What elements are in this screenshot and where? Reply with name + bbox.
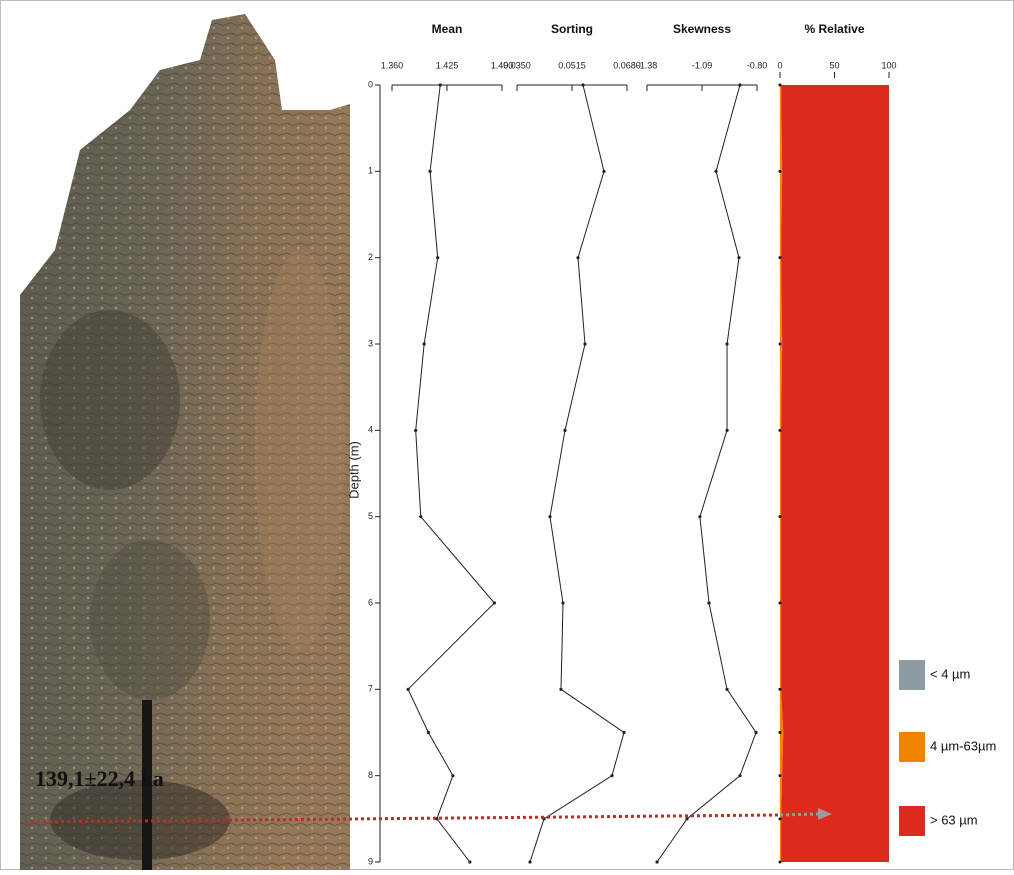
profile-line — [407, 84, 496, 863]
profile-point — [548, 515, 552, 519]
stacked-area — [780, 85, 784, 862]
x-tick-label: -0.80 — [747, 60, 768, 70]
profile-point — [492, 601, 496, 605]
profile-point — [655, 860, 659, 864]
x-tick-label: 50 — [829, 60, 839, 70]
x-tick-label: 0 — [777, 60, 782, 70]
x-tick-label: 100 — [881, 60, 896, 70]
profile-point — [451, 774, 455, 778]
y-tick-label: 9 — [368, 856, 373, 866]
plots: Mean 1.360 1.425 1.490 0 1 2 3 4 5 6 7 8 9 Depth (m) So… — [346, 22, 996, 866]
panel-title: Sorting — [551, 22, 593, 36]
x-tick-label: 0.0515 — [558, 60, 586, 70]
depth-marker — [778, 817, 782, 821]
y-tick-label: 6 — [368, 597, 373, 607]
profile-point — [581, 83, 585, 87]
depth-marker — [778, 774, 782, 778]
depth-marker — [778, 169, 782, 173]
panel-title: % Relative — [804, 22, 864, 36]
x-tick-label: 1.490 — [491, 60, 514, 70]
y-tick-label: 0 — [368, 79, 373, 89]
y-tick-label: 7 — [368, 684, 373, 694]
depth-marker — [778, 83, 782, 87]
profile-point — [754, 730, 758, 735]
panel-title: Skewness — [673, 22, 731, 36]
x-tick-label: 1.425 — [436, 60, 459, 70]
profile-point — [419, 515, 423, 519]
photo-annotation: 139,1±22,4 ka — [35, 766, 164, 791]
depth-marker — [778, 428, 782, 432]
profile-point — [737, 256, 741, 260]
depth-marker — [778, 515, 782, 519]
y-tick-label: 2 — [368, 252, 373, 262]
panel-title: Mean — [432, 22, 463, 36]
depth-marker — [778, 860, 782, 864]
legend-swatch — [899, 732, 925, 762]
profile-point — [422, 342, 426, 346]
legend-label: 4 µm-63µm — [930, 738, 996, 753]
y-axis-label: Depth (m) — [346, 441, 361, 499]
outcrop-photo — [20, 14, 350, 870]
profile-line — [656, 84, 757, 863]
profile-line — [529, 84, 625, 863]
profile-point — [725, 687, 729, 691]
profile-point — [468, 860, 472, 864]
x-tick-label: 1.360 — [381, 60, 404, 70]
depth-marker — [778, 687, 782, 691]
profile-point — [725, 342, 729, 346]
profile-point — [435, 817, 439, 821]
profile-point — [414, 428, 418, 432]
legend-label: > 63 µm — [930, 812, 978, 827]
depth-marker — [778, 256, 782, 260]
x-tick-label: -1.38 — [637, 60, 658, 70]
profile-point — [725, 428, 729, 432]
profile-point — [436, 256, 440, 260]
profile-point — [707, 601, 711, 605]
dated-level-arrow — [24, 808, 832, 824]
profile-point — [738, 83, 742, 87]
profile-point — [563, 428, 567, 432]
profile-point — [426, 730, 430, 735]
x-tick-label: 0.0350 — [503, 60, 531, 70]
depth-marker — [778, 342, 782, 346]
profile-point — [698, 515, 702, 519]
profile-point — [685, 817, 689, 821]
profile-point — [738, 774, 742, 778]
profile-point — [406, 687, 410, 691]
profile-point — [438, 83, 442, 87]
profile-point — [622, 730, 626, 735]
y-tick-label: 1 — [368, 166, 373, 176]
profile-point — [610, 774, 614, 778]
profile-point — [583, 342, 587, 346]
y-tick-label: 5 — [368, 511, 373, 521]
profile-point — [428, 169, 432, 173]
profile-point — [561, 601, 565, 605]
y-tick-label: 8 — [368, 770, 373, 780]
x-tick-label: -1.09 — [692, 60, 713, 70]
stacked-area — [781, 85, 889, 862]
legend-swatch — [899, 806, 925, 836]
profile-point — [576, 256, 580, 260]
profile-point — [714, 169, 718, 173]
x-tick-label: 0.0680 — [613, 60, 641, 70]
legend-swatch — [899, 660, 925, 690]
profile-point — [528, 860, 532, 864]
y-tick-label: 3 — [368, 338, 373, 348]
depth-marker — [778, 601, 782, 605]
y-tick-label: 4 — [368, 425, 373, 435]
profile-point — [559, 687, 563, 691]
depth-marker — [778, 731, 782, 734]
profile-point — [602, 169, 606, 173]
legend-label: < 4 µm — [930, 666, 970, 681]
